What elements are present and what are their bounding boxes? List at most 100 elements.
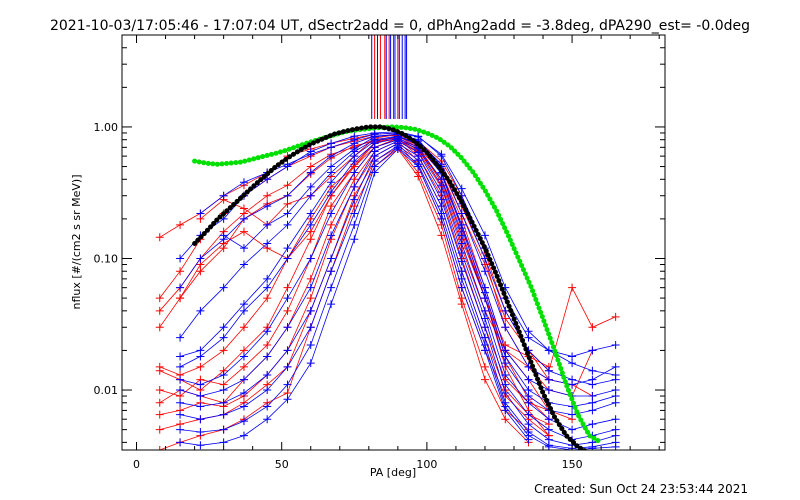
series-point-red <box>155 410 164 419</box>
series-point-red <box>196 362 205 371</box>
series-point-blue <box>588 392 597 401</box>
series-point-blue <box>239 260 248 269</box>
series-point-blue <box>283 254 292 263</box>
series-point-blue <box>480 267 489 276</box>
series-line-blue <box>180 142 616 446</box>
series-point-blue <box>611 398 620 407</box>
series-point-blue <box>327 152 336 161</box>
y-axis-label: nflux [#/(cm2 s sr MeV)] <box>70 175 83 310</box>
series-point-red <box>350 175 359 184</box>
series-point-blue <box>611 442 620 450</box>
series-point-red <box>219 346 228 355</box>
series-point-blue <box>437 181 446 190</box>
series-point-red <box>176 220 185 229</box>
series-point-blue <box>283 209 292 218</box>
series-point-blue <box>611 392 620 401</box>
series-point-blue <box>588 346 597 355</box>
series-point-red <box>176 267 185 276</box>
series-point-red <box>155 366 164 375</box>
series-point-red <box>568 283 577 292</box>
series-point-blue <box>196 402 205 411</box>
series-point-red <box>437 231 446 240</box>
series-point-blue <box>457 239 466 248</box>
series-point-blue <box>239 244 248 253</box>
series-point-red <box>306 294 315 303</box>
series-point-blue <box>219 425 228 434</box>
series-point-blue <box>283 362 292 371</box>
series-point-blue <box>283 346 292 355</box>
series-point-red <box>588 323 597 332</box>
series-line-blue <box>180 139 616 431</box>
series-point-blue <box>263 283 272 292</box>
series-point-blue <box>568 425 577 434</box>
series-point-red <box>306 227 315 236</box>
series-point-blue <box>568 359 577 368</box>
series-point-blue <box>306 254 315 263</box>
x-tick-label: 150 <box>562 458 583 471</box>
series-point-blue <box>544 346 553 355</box>
series-point-red <box>611 312 620 321</box>
series-point-red <box>283 199 292 208</box>
series-point-blue <box>480 288 489 297</box>
series-point-blue <box>176 333 185 342</box>
series-point-blue <box>219 191 228 200</box>
series-point-red <box>263 191 272 200</box>
series-point-blue <box>263 327 272 336</box>
series-point-blue <box>370 168 379 177</box>
series-point-blue <box>350 144 359 153</box>
series-point-blue <box>350 209 359 218</box>
series-point-red <box>155 446 164 450</box>
series-point-blue <box>306 209 315 218</box>
series-point-blue <box>611 431 620 440</box>
series-point-blue <box>501 323 510 332</box>
series-point-blue <box>263 402 272 411</box>
series-point-blue <box>480 231 489 240</box>
series-point-blue <box>327 178 336 187</box>
series-point-blue <box>350 135 359 144</box>
series-point-blue <box>239 300 248 309</box>
series-point-blue <box>306 191 315 200</box>
series-point-blue <box>263 274 272 283</box>
series-point-blue <box>263 415 272 424</box>
series-point-blue <box>176 352 185 361</box>
series-line-blue <box>179 137 616 416</box>
series-point-blue <box>219 333 228 342</box>
series-point-blue <box>263 386 272 395</box>
series-point-blue <box>239 214 248 223</box>
series-point-blue <box>239 388 248 397</box>
series-point-blue <box>611 415 620 424</box>
series-point-red <box>155 425 164 434</box>
series-point-blue <box>588 406 597 415</box>
series-point-blue <box>437 150 446 159</box>
series-point-blue <box>263 371 272 380</box>
series-point-red <box>306 235 315 244</box>
series-point-red <box>155 386 164 395</box>
series-point-blue <box>524 398 533 407</box>
series-point-blue <box>611 362 620 371</box>
series-point-red <box>155 233 164 242</box>
series-point-red <box>196 267 205 276</box>
series-point-blue <box>544 375 553 384</box>
series-point-blue <box>327 283 336 292</box>
series-point-blue <box>283 323 292 332</box>
series-point-red <box>263 340 272 349</box>
series-point-red <box>239 227 248 236</box>
series-point-blue <box>501 406 510 415</box>
series-point-blue <box>327 188 336 197</box>
series-point-blue <box>327 162 336 171</box>
series-point-blue <box>196 209 205 218</box>
series-point-blue <box>524 327 533 336</box>
series-point-blue <box>568 375 577 384</box>
series-line-blue <box>200 132 616 376</box>
series-point-blue <box>176 438 185 447</box>
series-point-blue <box>544 386 553 395</box>
series-point-blue <box>327 300 336 309</box>
series-point-blue <box>219 283 228 292</box>
series-point-red <box>263 294 272 303</box>
series-point-blue <box>263 175 272 184</box>
series-point-blue <box>306 220 315 229</box>
series-point-red <box>155 398 164 407</box>
series-point-blue <box>306 150 315 159</box>
series-point-blue <box>239 417 248 426</box>
series-point-red <box>283 181 292 190</box>
